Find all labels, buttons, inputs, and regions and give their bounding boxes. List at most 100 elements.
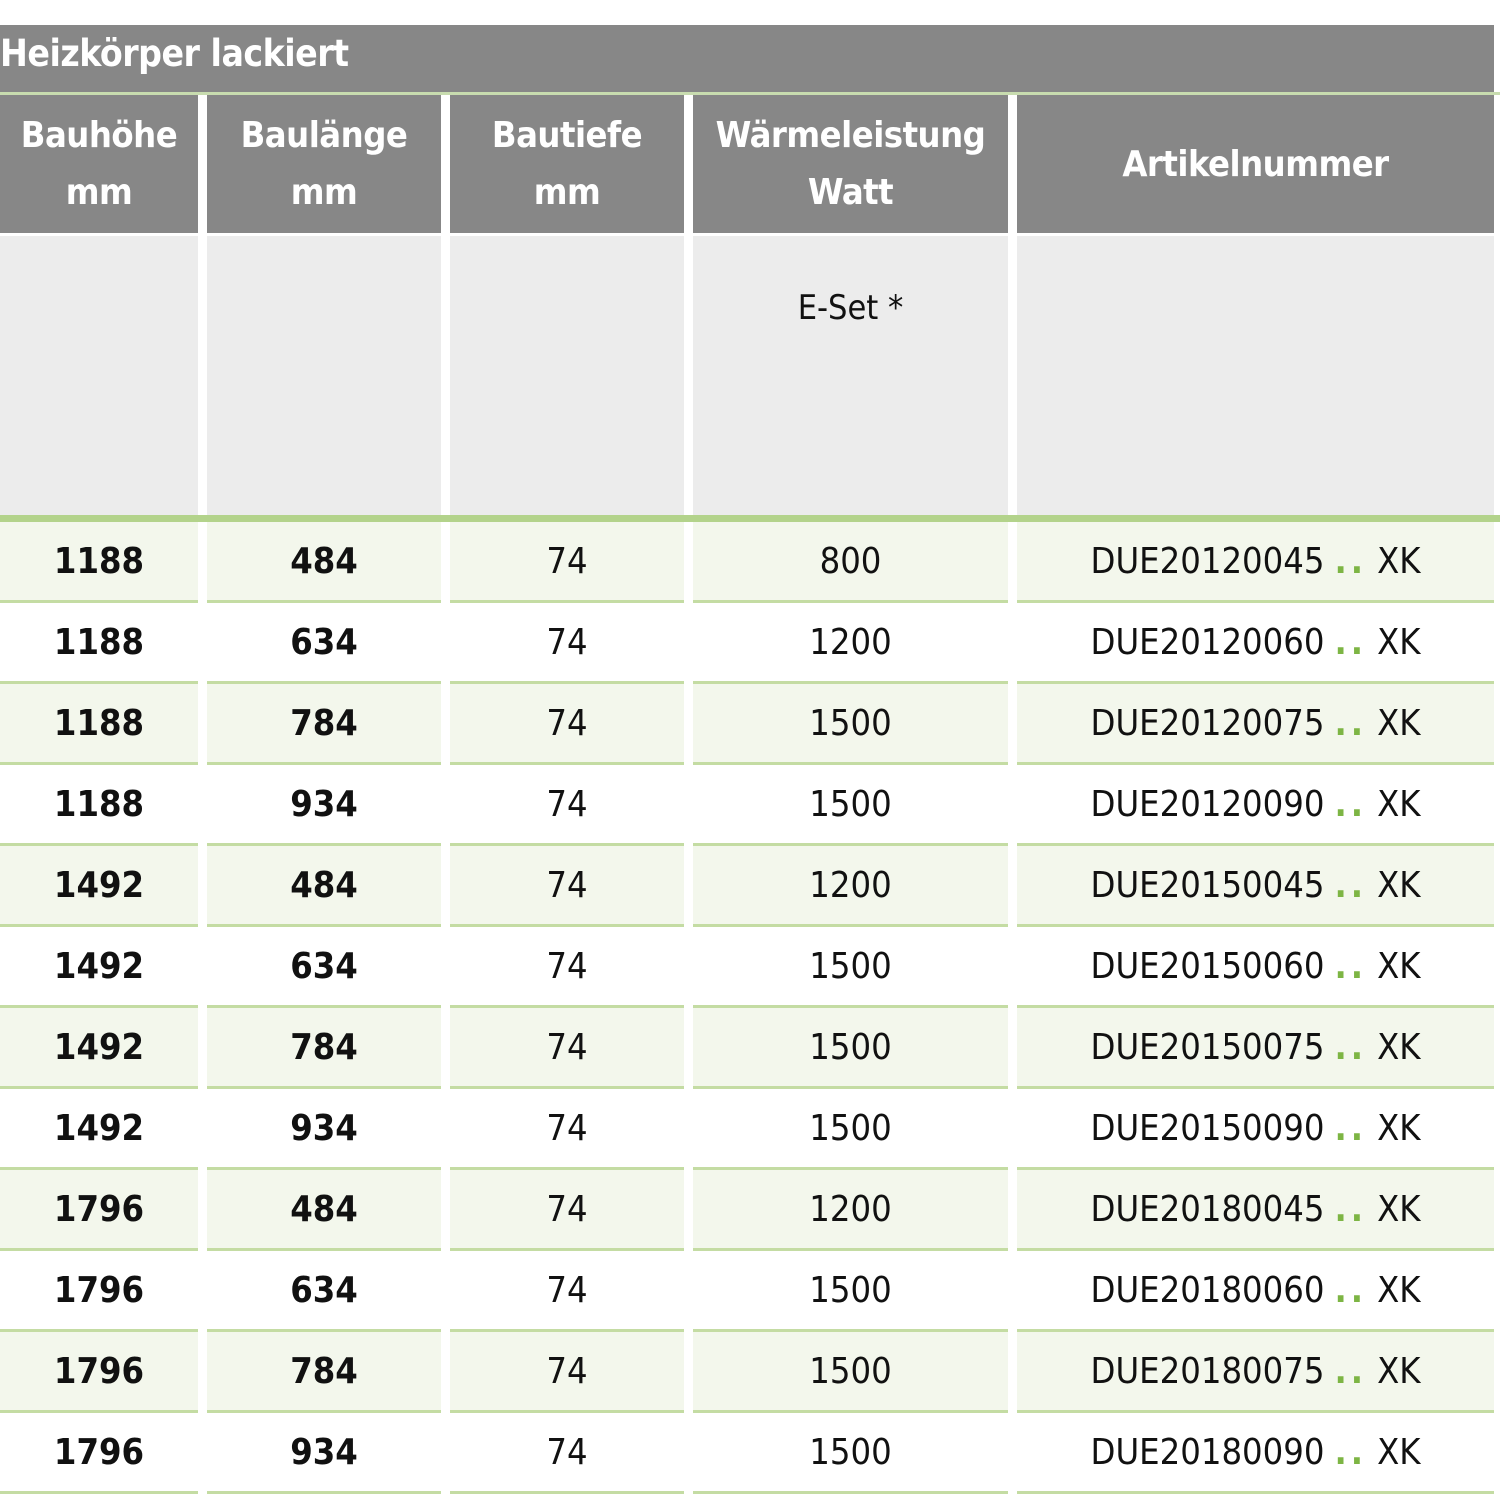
table-row: 1796 484 74 1200 DUE20180045.. XK [0, 1170, 1500, 1251]
cell-tiefe: 74 [450, 603, 684, 684]
subheader-cell [207, 236, 441, 515]
header-unit: mm [533, 172, 601, 213]
article-separator: .. [1334, 1350, 1368, 1392]
table-row: 1492 934 74 1500 DUE20150090.. XK [0, 1089, 1500, 1170]
cell-watt: 1200 [693, 846, 1008, 927]
column-header: Bauhöhe mm [0, 95, 198, 233]
article-separator: .. [1334, 1431, 1368, 1473]
header-unit: Watt [807, 172, 894, 213]
cell-laenge: 484 [207, 522, 441, 603]
article-suffix: XK [1377, 945, 1421, 987]
cell-artikel: DUE20150075.. XK [1017, 1008, 1494, 1089]
cell-hoehe: 1492 [0, 846, 198, 927]
column-bauhoehe: Bauhöhe mm [0, 95, 198, 515]
article-suffix: XK [1377, 702, 1421, 744]
cell-hoehe: 1796 [0, 1251, 198, 1332]
cell-artikel: DUE20150045.. XK [1017, 846, 1494, 927]
cell-tiefe: 74 [450, 1008, 684, 1089]
cell-artikel: DUE20180090.. XK [1017, 1413, 1494, 1494]
article-separator: .. [1334, 702, 1368, 744]
article-separator: .. [1334, 621, 1368, 663]
article-number: DUE20120075 [1090, 702, 1325, 744]
article-suffix: XK [1377, 864, 1421, 906]
article-number: DUE20180045 [1090, 1188, 1325, 1230]
table-row: 1492 784 74 1500 DUE20150075.. XK [0, 1008, 1500, 1089]
cell-tiefe: 74 [450, 846, 684, 927]
cell-tiefe: 74 [450, 1089, 684, 1170]
article-suffix: XK [1377, 621, 1421, 663]
cell-watt: 1500 [693, 1251, 1008, 1332]
column-bautiefe: Bautiefe mm [450, 95, 684, 515]
cell-artikel: DUE20120060.. XK [1017, 603, 1494, 684]
cell-hoehe: 1188 [0, 765, 198, 846]
article-suffix: XK [1377, 783, 1421, 825]
subheader-cell [450, 236, 684, 515]
header-unit: mm [65, 172, 133, 213]
cell-artikel: DUE20120075.. XK [1017, 684, 1494, 765]
header-unit: mm [290, 172, 358, 213]
article-number: DUE20120090 [1090, 783, 1325, 825]
cell-watt: 1200 [693, 603, 1008, 684]
article-separator: .. [1334, 1269, 1368, 1311]
cell-watt: 1500 [693, 1008, 1008, 1089]
article-suffix: XK [1377, 540, 1421, 582]
cell-artikel: DUE20150060.. XK [1017, 927, 1494, 1008]
cell-artikel: DUE20150090.. XK [1017, 1089, 1494, 1170]
subheader-eset: E-Set * [693, 236, 1008, 515]
cell-laenge: 934 [207, 765, 441, 846]
article-suffix: XK [1377, 1026, 1421, 1068]
cell-watt: 800 [693, 522, 1008, 603]
cell-tiefe: 74 [450, 684, 684, 765]
article-suffix: XK [1377, 1350, 1421, 1392]
cell-hoehe: 1188 [0, 522, 198, 603]
article-number: DUE20180090 [1090, 1431, 1325, 1473]
table-row: 1796 784 74 1500 DUE20180075.. XK [0, 1332, 1500, 1413]
subheader-cell [1017, 236, 1494, 515]
article-suffix: XK [1377, 1269, 1421, 1311]
cell-laenge: 634 [207, 927, 441, 1008]
column-waermeleistung: Wärmeleistung Watt E-Set * [693, 95, 1008, 515]
header-label: Wärmeleistung [715, 115, 986, 156]
cell-hoehe: 1188 [0, 684, 198, 765]
cell-watt: 1200 [693, 1170, 1008, 1251]
cell-hoehe: 1492 [0, 1089, 198, 1170]
article-suffix: XK [1377, 1188, 1421, 1230]
cell-tiefe: 74 [450, 1332, 684, 1413]
divider [0, 92, 1500, 95]
cell-laenge: 484 [207, 846, 441, 927]
cell-tiefe: 74 [450, 927, 684, 1008]
article-suffix: XK [1377, 1431, 1421, 1473]
article-separator: .. [1334, 945, 1368, 987]
cell-hoehe: 1796 [0, 1170, 198, 1251]
header-label: Artikelnummer [1122, 143, 1389, 185]
cell-laenge: 784 [207, 1332, 441, 1413]
cell-artikel: DUE20180060.. XK [1017, 1251, 1494, 1332]
cell-laenge: 634 [207, 1251, 441, 1332]
header-divider [0, 515, 1500, 522]
cell-laenge: 934 [207, 1413, 441, 1494]
cell-hoehe: 1188 [0, 603, 198, 684]
table-row: 1188 934 74 1500 DUE20120090.. XK [0, 765, 1500, 846]
cell-artikel: DUE20180045.. XK [1017, 1170, 1494, 1251]
article-number: DUE20120045 [1090, 540, 1325, 582]
cell-tiefe: 74 [450, 1251, 684, 1332]
cell-laenge: 784 [207, 684, 441, 765]
column-header: Bautiefe mm [450, 95, 684, 233]
column-header: Artikelnummer [1017, 95, 1494, 233]
cell-watt: 1500 [693, 1413, 1008, 1494]
article-number: DUE20150075 [1090, 1026, 1325, 1068]
cell-tiefe: 74 [450, 1413, 684, 1494]
column-header: Wärmeleistung Watt [693, 95, 1008, 233]
cell-tiefe: 74 [450, 1170, 684, 1251]
cell-laenge: 784 [207, 1008, 441, 1089]
article-separator: .. [1334, 783, 1368, 825]
table-row: 1188 484 74 800 DUE20120045.. XK [0, 522, 1500, 603]
table-row: 1796 634 74 1500 DUE20180060.. XK [0, 1251, 1500, 1332]
column-artikelnummer: Artikelnummer [1017, 95, 1494, 515]
cell-hoehe: 1796 [0, 1413, 198, 1494]
article-separator: .. [1334, 864, 1368, 906]
article-number: DUE20180075 [1090, 1350, 1325, 1392]
cell-watt: 1500 [693, 1332, 1008, 1413]
column-baulaenge: Baulänge mm [207, 95, 441, 515]
cell-laenge: 934 [207, 1089, 441, 1170]
